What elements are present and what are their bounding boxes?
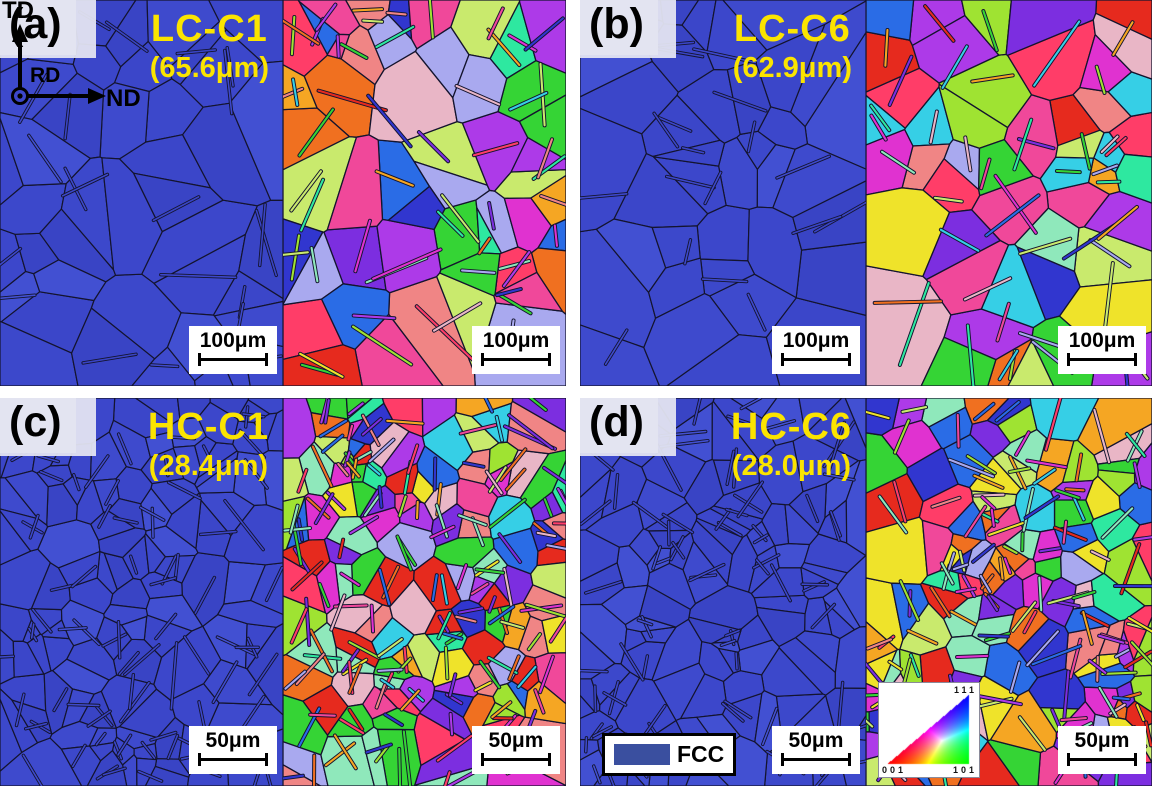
coordinate-axes: TD RD ND [2, 0, 141, 112]
scale-bar-label: 50μm [788, 728, 844, 752]
sample-name: LC-C1 [150, 8, 268, 50]
ipf-color-key: 111 001 101 [878, 682, 980, 778]
panel-label-text: (b) [589, 0, 644, 48]
scale-bar-label: 50μm [1074, 728, 1130, 752]
scale-bar: 50μm [772, 725, 860, 774]
sample-title-c: HC-C1 (28.4μm) [148, 406, 269, 483]
ipf-triangle-icon [879, 683, 979, 777]
scale-bar: 100μm [189, 325, 277, 374]
ipf-corner-001: 001 [882, 765, 907, 775]
scale-bar: 100μm [1058, 325, 1146, 374]
sample-title-d: HC-C6 (28.0μm) [731, 406, 852, 483]
ipf-map-b: 100μm [866, 0, 1152, 386]
ipf-map-c: 50μm [283, 398, 566, 786]
panel-d: (d) HC-C6 (28.0μm) FCC 50μm 111 001 101 [580, 398, 1152, 786]
scale-bar-label: 100μm [482, 328, 550, 352]
ipf-corner-101: 101 [952, 765, 977, 775]
scale-bar-label: 100μm [199, 328, 267, 352]
scale-bar: 50μm [1058, 725, 1146, 774]
phase-map-d: (d) HC-C6 (28.0μm) FCC 50μm [580, 398, 866, 786]
sample-name: HC-C6 [730, 406, 852, 448]
grain-size: (65.6μm) [149, 51, 269, 84]
phase-map-c: (c) HC-C1 (28.4μm) 50μm [0, 398, 283, 786]
rd-axis-label: RD [30, 64, 60, 87]
scale-bar-line [481, 753, 551, 766]
scale-bar-label: 50μm [205, 728, 261, 752]
panel-label-a: (a) [0, 0, 76, 56]
scale-bar-line [781, 353, 851, 366]
scale-bar: 50μm [189, 725, 277, 774]
sample-title-a: LC-C1 (65.6μm) [150, 8, 269, 85]
nd-axis-label: ND [106, 85, 141, 112]
ipf-map-d: 111 001 101 50μm [866, 398, 1152, 786]
phase-map-b: (b) LC-C6 (62.9μm) 100μm [580, 0, 866, 386]
panel-a: (a) LC-C1 (65.6μm) TD RD ND 100μm [0, 0, 566, 386]
fcc-label: FCC [677, 741, 725, 767]
grain-size: (28.4μm) [148, 449, 269, 482]
fcc-color-swatch [614, 744, 670, 765]
scale-bar: 100μm [472, 325, 560, 374]
nd-arrowhead-icon [88, 88, 106, 104]
td-axis-label: TD [2, 0, 34, 24]
scale-bar-label: 100μm [1068, 328, 1136, 352]
ipf-map-a: 100μm [283, 0, 566, 386]
grain-size: (62.9μm) [732, 51, 852, 84]
scale-bar: 100μm [772, 325, 860, 374]
panel-c: (c) HC-C1 (28.4μm) 50μm 50μm [0, 398, 566, 786]
panel-label-d: (d) [580, 398, 658, 454]
panel-label-text: (d) [589, 398, 644, 446]
scale-bar-line [781, 753, 851, 766]
grain-size: (28.0μm) [731, 449, 852, 482]
scale-bar-line [198, 753, 268, 766]
scale-bar-line [1067, 353, 1137, 366]
scale-bar-label: 50μm [488, 728, 544, 752]
scale-bar-line [481, 353, 551, 366]
td-arrowhead-icon [12, 24, 28, 42]
panel-b: (b) LC-C6 (62.9μm) 100μm 100μm [580, 0, 1152, 386]
scale-bar-line [1067, 753, 1137, 766]
panel-label-c: (c) [0, 398, 76, 454]
scale-bar: 50μm [472, 725, 560, 774]
phase-map-a: (a) LC-C1 (65.6μm) TD RD ND 100μm [0, 0, 283, 386]
sample-name: HC-C1 [147, 406, 269, 448]
sample-title-b: LC-C6 (62.9μm) [733, 8, 852, 85]
ipf-corner-111: 111 [953, 685, 977, 695]
phase-legend: FCC [602, 733, 737, 776]
panel-label-b: (b) [580, 0, 658, 56]
scale-bar-line [198, 353, 268, 366]
scale-bar-label: 100μm [782, 328, 850, 352]
panel-label-text: (c) [9, 398, 62, 446]
sample-name: LC-C6 [733, 8, 851, 50]
